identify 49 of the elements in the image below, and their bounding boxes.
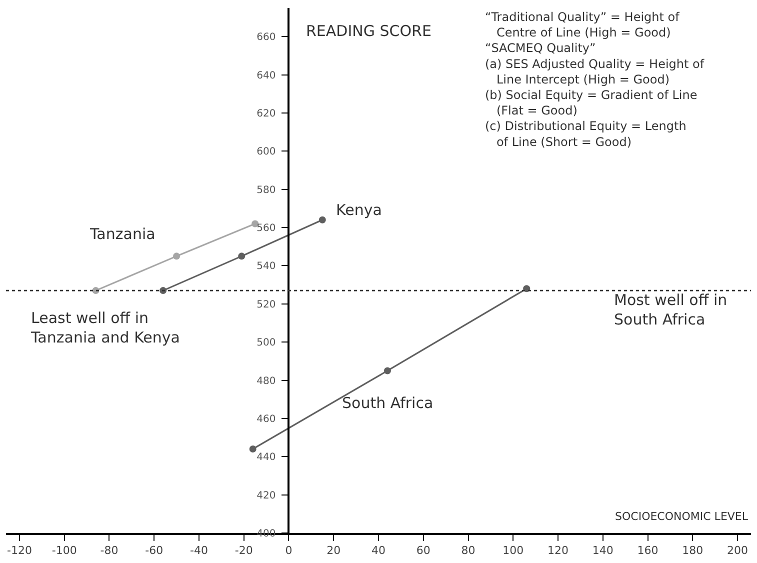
annotation: Least well off in Tanzania and Kenya xyxy=(30,309,180,346)
x-tick-label: 40 xyxy=(372,544,386,558)
y-tick-label: 540 xyxy=(256,261,276,272)
x-tick-label: 120 xyxy=(548,544,569,558)
annotation: “SACMEQ Quality” xyxy=(485,41,596,56)
y-axis-title: READING SCORE xyxy=(306,22,432,40)
x-tick-label: -40 xyxy=(190,544,208,558)
x-tick-label: -80 xyxy=(100,544,118,558)
point xyxy=(318,216,326,224)
y-tick-label: 620 xyxy=(256,108,276,120)
x-tick-label: 80 xyxy=(461,544,476,558)
point xyxy=(249,446,256,452)
annotation: Most well off in South Africa xyxy=(614,291,728,328)
x-tick-label: 100 xyxy=(502,544,524,558)
y-tick-label: 500 xyxy=(256,338,276,349)
series-label: Kenya xyxy=(336,201,382,219)
x-tick-label: -20 xyxy=(234,544,253,558)
y-tick-label: 520 xyxy=(256,299,276,310)
point xyxy=(173,252,180,260)
x-tick-label: 200 xyxy=(727,544,748,558)
y-tick-label: 600 xyxy=(256,146,276,158)
annotation: (a) SES Adjusted Quality = Height of Line Intercept (High = Good) xyxy=(485,56,705,86)
point xyxy=(523,285,530,292)
x-tick-label: 180 xyxy=(682,544,704,558)
x-axis-title: SOCIOECONOMIC LEVEL xyxy=(615,510,749,523)
y-tick-label: 640 xyxy=(256,70,276,82)
x-tick-label: 160 xyxy=(637,544,658,558)
x-tick-label: 0 xyxy=(285,544,292,558)
x-tick-label: -120 xyxy=(6,544,32,558)
x-tick-label: 140 xyxy=(592,544,614,558)
x-tick-label: 60 xyxy=(416,544,430,558)
annotation: (b) Social Equity = Gradient of Line (Flat = Good) xyxy=(485,88,698,118)
y-tick-label: 660 xyxy=(256,32,276,44)
series-label: South Africa xyxy=(342,394,434,412)
x-tick-label: 20 xyxy=(326,544,341,558)
x-tick-label: -60 xyxy=(145,544,164,558)
point xyxy=(384,367,391,374)
series-label: Tanzania xyxy=(89,225,156,243)
y-tick-label: 440 xyxy=(256,452,276,464)
y-tick-label: 560 xyxy=(256,223,276,234)
annotation: (c) Distributional Equity = Length of Line (Short = Good) xyxy=(485,119,686,149)
annotation: “Traditional Quality” = Height of Centre of Line (High = Good) xyxy=(485,10,680,40)
y-tick-label: 580 xyxy=(256,184,276,196)
y-tick-label: 480 xyxy=(256,376,276,387)
y-tick-label: 420 xyxy=(256,490,276,502)
x-tick-label: -100 xyxy=(52,544,77,558)
point xyxy=(238,252,246,260)
y-tick-label: 460 xyxy=(256,414,276,425)
point xyxy=(160,287,167,294)
